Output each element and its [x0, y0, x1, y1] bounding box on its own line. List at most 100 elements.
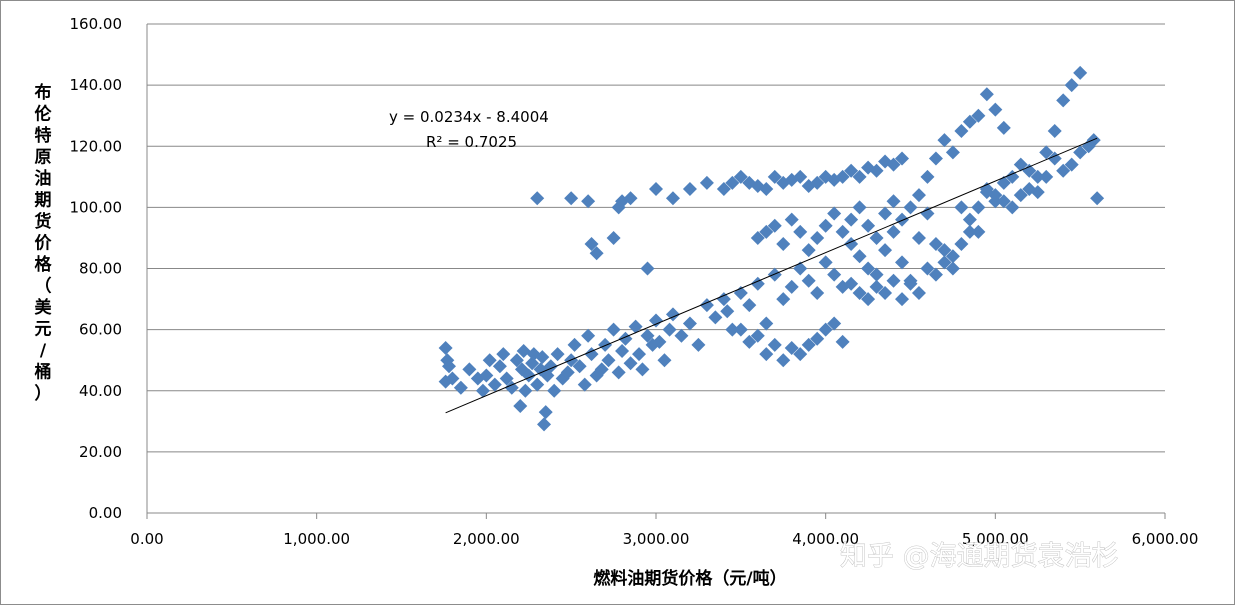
data-point — [725, 322, 740, 337]
data-point — [720, 304, 735, 319]
data-point — [1022, 163, 1037, 178]
data-point — [550, 347, 565, 362]
y-tick-label: 80.00 — [79, 260, 122, 278]
data-point — [861, 261, 876, 276]
data-point — [962, 114, 977, 129]
data-point — [606, 322, 621, 337]
data-point — [598, 337, 613, 352]
data-point — [920, 261, 935, 276]
data-point — [445, 371, 460, 386]
data-point — [810, 230, 825, 245]
data-point — [784, 279, 799, 294]
data-point — [810, 285, 825, 300]
data-point — [516, 344, 531, 359]
data-point — [776, 353, 791, 368]
data-point — [1005, 200, 1020, 215]
data-point — [716, 182, 731, 197]
data-point — [895, 212, 910, 227]
data-point — [878, 243, 893, 258]
data-point — [1030, 169, 1045, 184]
watermark: 知乎 @海通期货袁浩杉 — [840, 541, 1119, 573]
r-squared: R² = 0.7025 — [426, 133, 517, 151]
data-point — [801, 243, 816, 258]
data-point — [525, 356, 540, 371]
data-point — [628, 319, 643, 334]
x-tick-label: 3,000.00 — [623, 530, 690, 548]
data-point — [878, 206, 893, 221]
x-tick-label: 6,000.00 — [1132, 530, 1199, 548]
data-point — [903, 276, 918, 291]
data-point — [1056, 93, 1071, 108]
data-point — [479, 368, 494, 383]
data-point — [537, 417, 552, 432]
data-point — [482, 353, 497, 368]
data-point — [691, 337, 706, 352]
data-point — [652, 334, 667, 349]
data-point — [911, 285, 926, 300]
data-point — [767, 218, 782, 233]
data-point — [547, 383, 562, 398]
data-point — [759, 224, 774, 239]
data-point — [759, 316, 774, 331]
data-point — [1073, 65, 1088, 80]
x-tick-label: 4,000.00 — [792, 530, 859, 548]
data-point — [996, 120, 1011, 135]
data-point — [911, 230, 926, 245]
data-point — [530, 377, 545, 392]
data-point — [886, 224, 901, 239]
data-point — [844, 163, 859, 178]
data-point — [1039, 169, 1054, 184]
data-point — [852, 169, 867, 184]
data-point — [937, 255, 952, 270]
data-point — [801, 337, 816, 352]
data-point — [776, 292, 791, 307]
data-point — [954, 237, 969, 252]
data-point — [937, 243, 952, 258]
data-point — [818, 255, 833, 270]
axes — [146, 24, 1166, 519]
data-point — [442, 359, 457, 374]
data-point — [750, 328, 765, 343]
data-point — [750, 230, 765, 245]
data-point — [971, 224, 986, 239]
data-point — [662, 322, 677, 337]
data-point — [453, 380, 468, 395]
data-point — [861, 292, 876, 307]
data-point — [1039, 145, 1054, 160]
data-point — [767, 169, 782, 184]
data-point — [818, 218, 833, 233]
data-point — [793, 347, 808, 362]
data-point — [928, 151, 943, 166]
data-point — [895, 255, 910, 270]
data-point — [962, 212, 977, 227]
data-point — [1056, 163, 1071, 178]
data-point — [496, 347, 511, 362]
data-point — [635, 362, 650, 377]
data-point — [584, 237, 599, 252]
data-point — [649, 182, 663, 197]
gridlines — [147, 23, 1165, 453]
data-point — [835, 169, 850, 184]
y-axis-label: 布伦特原油期货价格（美元/桶） — [35, 82, 53, 404]
data-point — [665, 307, 680, 322]
data-point — [601, 353, 616, 368]
y-tick-label: 60.00 — [79, 321, 122, 339]
y-tick-label: 120.00 — [70, 137, 123, 155]
data-point — [487, 377, 502, 392]
data-point — [518, 383, 533, 398]
y-tick-label: 0.00 — [89, 504, 122, 522]
data-point — [509, 353, 524, 368]
data-point — [492, 359, 507, 374]
data-point — [784, 212, 799, 227]
y-tick-label: 160.00 — [70, 15, 123, 33]
x-axis-label: 燃料油期货价格（元/吨） — [593, 568, 786, 589]
data-point — [530, 191, 545, 206]
data-point — [793, 169, 808, 184]
data-point — [844, 212, 859, 227]
data-point — [759, 182, 774, 197]
data-point — [861, 218, 876, 233]
data-point — [801, 273, 816, 288]
data-point — [776, 237, 791, 252]
data-point — [674, 328, 689, 343]
